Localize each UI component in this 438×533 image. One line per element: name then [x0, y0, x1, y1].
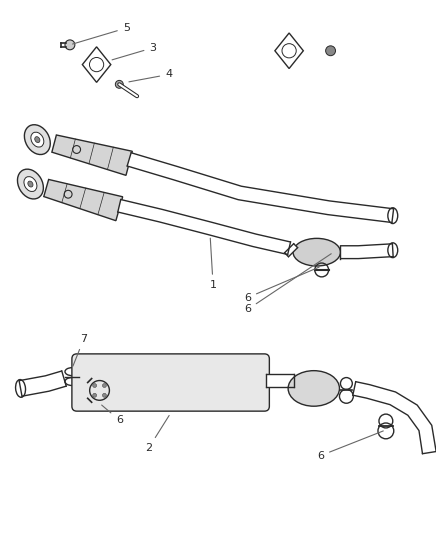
Circle shape [65, 40, 75, 50]
Text: 3: 3 [112, 43, 156, 60]
Ellipse shape [293, 238, 340, 266]
Polygon shape [266, 374, 293, 387]
Ellipse shape [387, 243, 397, 257]
Ellipse shape [31, 132, 44, 147]
Polygon shape [127, 153, 393, 222]
Text: 1: 1 [209, 238, 216, 290]
Ellipse shape [35, 136, 40, 143]
Ellipse shape [387, 208, 397, 223]
Text: 4: 4 [129, 69, 172, 82]
Ellipse shape [25, 125, 50, 155]
Polygon shape [19, 371, 66, 396]
Ellipse shape [15, 379, 25, 397]
Circle shape [92, 393, 96, 397]
Circle shape [102, 393, 106, 397]
Ellipse shape [24, 176, 37, 191]
Polygon shape [352, 382, 435, 454]
Text: 5: 5 [72, 23, 129, 44]
Polygon shape [52, 135, 132, 175]
Polygon shape [117, 199, 290, 254]
Text: 6: 6 [244, 267, 318, 303]
Ellipse shape [28, 181, 33, 187]
Polygon shape [44, 180, 122, 221]
Circle shape [102, 384, 106, 387]
Text: 6: 6 [244, 254, 331, 314]
Text: 6: 6 [102, 405, 123, 425]
Ellipse shape [287, 370, 339, 406]
Text: 7: 7 [73, 334, 87, 366]
Polygon shape [340, 244, 392, 259]
Circle shape [115, 80, 123, 88]
Ellipse shape [18, 169, 43, 199]
Polygon shape [284, 244, 297, 257]
Text: 2: 2 [145, 416, 169, 453]
Text: 6: 6 [317, 431, 382, 461]
Circle shape [92, 384, 96, 387]
FancyBboxPatch shape [72, 354, 269, 411]
Circle shape [325, 46, 335, 56]
